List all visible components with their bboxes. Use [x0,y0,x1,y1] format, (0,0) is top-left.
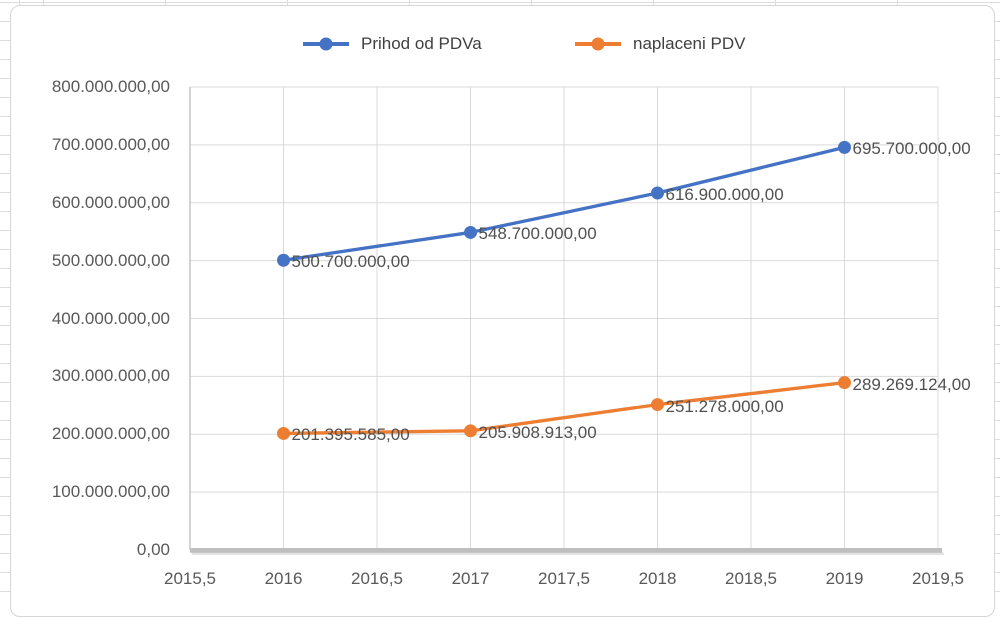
series-line-2 [283,380,845,436]
data-point-marker [651,186,664,200]
data-point-marker [838,376,851,390]
x-axis-line [190,548,942,553]
data-point-marker [838,140,851,154]
data-point-marker [464,225,477,239]
data-point-marker [277,253,290,267]
data-point-marker [277,426,290,440]
data-point-marker [464,424,477,438]
chart-area[interactable] [10,5,995,617]
x-axis-shadow [192,552,944,555]
series-line-1 [283,145,845,262]
data-point-marker [651,398,664,412]
